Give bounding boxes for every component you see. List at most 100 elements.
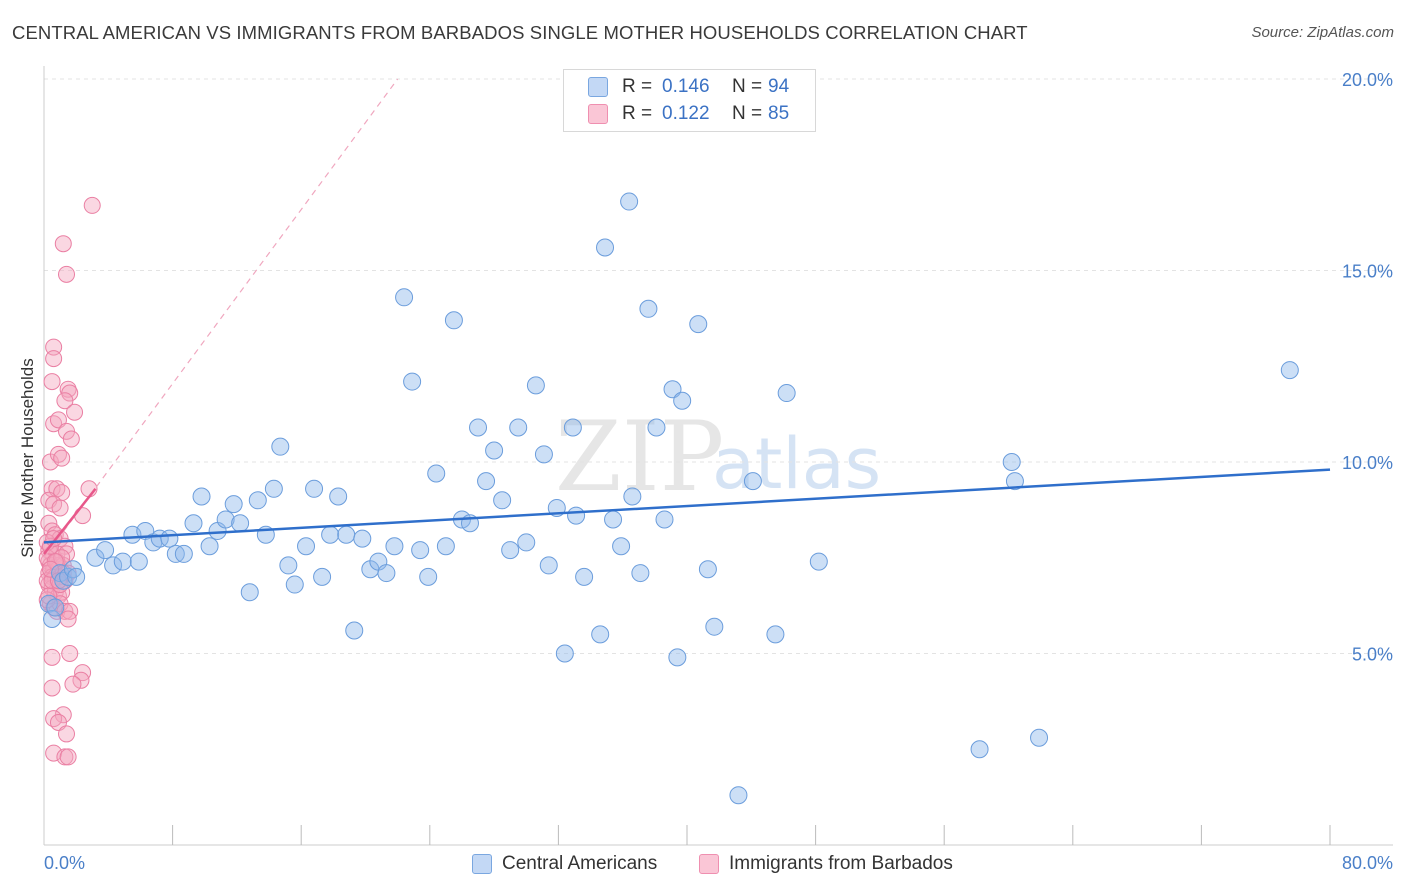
central-american-point xyxy=(96,541,115,560)
central-american-point xyxy=(526,376,545,395)
r-label: R = xyxy=(622,103,653,124)
source-credit: Source: ZipAtlas.com xyxy=(1251,24,1394,41)
central-american-point xyxy=(113,552,132,571)
n-value-barbados: 85 xyxy=(768,103,790,124)
central-american-point xyxy=(567,506,586,525)
central-american-point xyxy=(970,740,989,759)
barbados-point xyxy=(59,748,77,766)
barbados-point xyxy=(58,725,76,743)
legend-item-central-americans[interactable]: Central Americans xyxy=(472,852,657,876)
central-american-point xyxy=(517,533,536,552)
barbados-point xyxy=(49,713,67,731)
central-american-point xyxy=(279,556,298,575)
central-american-point xyxy=(313,567,332,586)
central-american-point xyxy=(329,487,348,506)
barbados-point xyxy=(53,484,71,502)
legend-label-barbados: Immigrants from Barbados xyxy=(729,853,953,874)
central-american-point xyxy=(777,384,796,403)
central-american-point xyxy=(436,537,455,556)
central-american-point xyxy=(1030,728,1049,747)
x-tick-label-min: 0.0% xyxy=(44,853,85,873)
stats-legend: R = 0.146 N = 94 R = 0.122 N = 85 xyxy=(563,69,816,132)
central-american-point xyxy=(337,525,356,544)
legend-label-central-americans: Central Americans xyxy=(502,853,658,874)
barbados-point xyxy=(61,645,79,662)
central-american-point xyxy=(160,529,179,548)
central-american-point xyxy=(469,418,488,437)
central-american-point xyxy=(271,437,290,456)
central-american-point xyxy=(403,372,422,391)
central-american-point xyxy=(305,479,324,498)
barbados-point xyxy=(56,392,74,410)
grid-layer xyxy=(44,78,1393,654)
central-american-point xyxy=(534,445,553,464)
n-value-central-americans: 94 xyxy=(768,76,790,97)
trend-layer xyxy=(43,78,1331,559)
central-american-point xyxy=(493,491,512,510)
central-american-point xyxy=(129,552,148,571)
central-american-point xyxy=(766,625,785,644)
barbados-point xyxy=(74,507,92,525)
central-american-point xyxy=(104,556,123,575)
blue-swatch-icon xyxy=(588,77,608,97)
barbados-point xyxy=(49,572,67,590)
central-american-point xyxy=(689,315,708,334)
n-label: N = xyxy=(732,103,763,124)
stats-legend-row-barbados: R = 0.122 N = 85 xyxy=(588,102,789,126)
r-value-barbados: 0.122 xyxy=(662,103,710,124)
central-american-point xyxy=(563,418,582,437)
central-american-point xyxy=(419,567,438,586)
central-american-point xyxy=(248,491,267,510)
central-american-point xyxy=(604,510,623,529)
central-american-point xyxy=(655,510,674,529)
central-american-point xyxy=(509,418,528,437)
stats-legend-row-central-americans: R = 0.146 N = 94 xyxy=(588,75,789,99)
central-american-point xyxy=(174,544,193,563)
central-american-point xyxy=(477,472,496,491)
central-american-point xyxy=(620,192,639,211)
central-american-point xyxy=(555,644,574,663)
y-axis-label: Single Mother Households xyxy=(18,358,37,557)
central-american-point xyxy=(43,610,62,629)
central-american-point xyxy=(612,537,631,556)
central-american-point xyxy=(539,556,558,575)
central-american-point xyxy=(485,441,504,460)
barbados-point xyxy=(43,373,61,391)
barbados-point xyxy=(62,430,80,448)
barbados-point xyxy=(45,744,63,762)
central-american-point xyxy=(321,525,340,544)
barbados-point xyxy=(66,403,84,421)
pink-swatch-icon xyxy=(699,854,719,874)
central-american-point xyxy=(297,537,316,556)
central-american-point xyxy=(86,548,105,567)
barbados-point xyxy=(49,411,67,429)
central-american-point xyxy=(385,537,404,556)
central-american-point xyxy=(264,479,283,498)
central-american-point xyxy=(192,487,211,506)
barbados-point xyxy=(72,671,90,689)
central-american-point xyxy=(46,598,65,617)
central-american-point xyxy=(395,288,414,307)
pink-swatch-icon xyxy=(588,104,608,124)
central-american-point xyxy=(150,529,169,548)
r-label: R = xyxy=(622,76,653,97)
central-american-point xyxy=(285,575,304,594)
central-american-point xyxy=(377,564,396,583)
blue-swatch-icon xyxy=(472,854,492,874)
barbados-point xyxy=(58,265,76,283)
barbados-point xyxy=(64,675,82,693)
axis-layer: 5.0% 10.0% 15.0% 20.0% xyxy=(43,66,1393,846)
barbados-point xyxy=(54,235,72,253)
r-value-central-americans: 0.146 xyxy=(662,76,710,97)
barbados-point xyxy=(59,610,77,628)
central-american-trend-line xyxy=(43,468,1331,544)
legend-item-barbados[interactable]: Immigrants from Barbados xyxy=(699,852,953,876)
barbados-point xyxy=(43,679,61,697)
central-american-point xyxy=(353,529,372,548)
x-tick-label-max: 80.0% xyxy=(1342,853,1393,873)
chart-title: CENTRAL AMERICAN VS IMMIGRANTS FROM BARB… xyxy=(12,22,1028,43)
central-american-point xyxy=(623,487,642,506)
central-american-point xyxy=(809,552,828,571)
central-american-point xyxy=(411,541,430,560)
